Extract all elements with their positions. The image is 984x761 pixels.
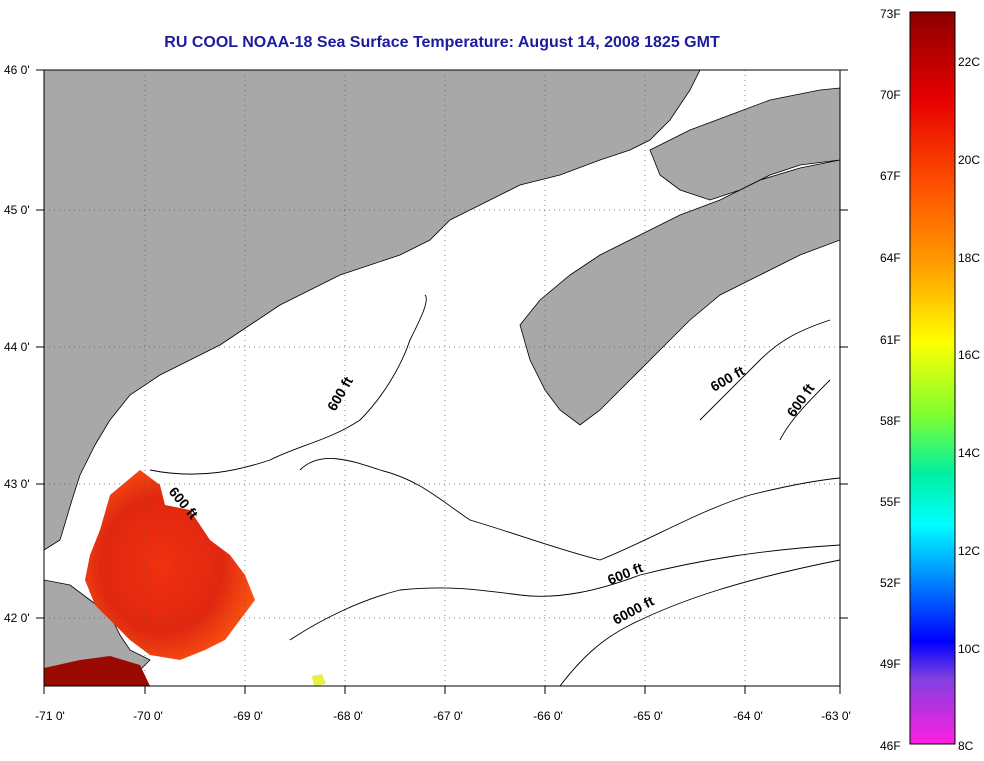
depth-contours [149,294,840,686]
colorbar-f-labels: 73F 70F 67F 64F 61F 58F 55F 52F 49F 46F [880,7,901,753]
map-title: RU COOL NOAA-18 Sea Surface Temperature:… [164,34,720,51]
lon-label: -68 0' [333,709,363,723]
lon-label: -69 0' [233,709,263,723]
colorbar-c-label: 12C [958,544,980,558]
lat-label: 43 0' [4,477,30,491]
colorbar-f-label: 61F [880,333,901,347]
colorbar-f-label: 49F [880,657,901,671]
colorbar-c-labels: 22C 20C 18C 16C 14C 12C 10C 8C [958,55,980,753]
lat-label: 44 0' [4,340,30,354]
colorbar-f-label: 64F [880,251,901,265]
colorbar-c-label: 18C [958,251,980,265]
colorbar-c-label: 8C [958,739,974,753]
sst-hot-patch [44,656,150,686]
colorbar-c-label: 14C [958,446,980,460]
colorbar-c-label: 10C [958,642,980,656]
land-mainland [44,70,701,551]
sst-speck [312,674,326,686]
land-cape-breton [649,87,840,201]
colorbar-f-label: 67F [880,169,901,183]
lon-label: -67 0' [433,709,463,723]
map-frame [43,69,841,687]
colorbar [909,11,956,745]
lon-label: -71 0' [35,709,65,723]
lat-label: 46 0' [4,63,30,77]
lat-label: 45 0' [4,203,30,217]
lon-label: -70 0' [133,709,163,723]
lon-label: -64 0' [733,709,763,723]
lon-label: -65 0' [633,709,663,723]
colorbar-f-label: 73F [880,7,901,21]
tick-marks [36,69,848,694]
colorbar-f-label: 58F [880,414,901,428]
colorbar-f-label: 55F [880,495,901,509]
colorbar-f-label: 52F [880,576,901,590]
colorbar-f-label: 70F [880,88,901,102]
colorbar-c-label: 16C [958,348,980,362]
lon-label: -66 0' [533,709,563,723]
lat-labels: 46 0' 45 0' 44 0' 43 0' 42 0' [4,63,30,625]
colorbar-f-label: 46F [880,739,901,753]
sst-warm-patch [85,470,255,660]
lat-label: 42 0' [4,611,30,625]
lon-label: -63 0' [821,709,851,723]
colorbar-c-label: 20C [958,153,980,167]
lon-labels: -71 0' -70 0' -69 0' -68 0' -67 0' -66 0… [35,709,851,723]
colorbar-c-label: 22C [958,55,980,69]
land-nova-scotia [519,159,840,426]
